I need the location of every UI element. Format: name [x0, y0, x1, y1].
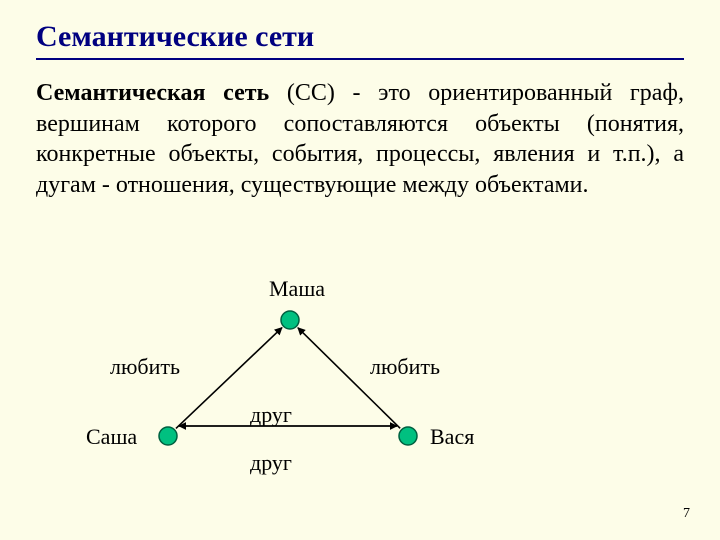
node-label-sasha: Саша: [86, 424, 137, 449]
node-label-vasya: Вася: [430, 424, 474, 449]
node-label-masha: Маша: [269, 278, 325, 301]
edge-label-друг-sasha-vasya: друг: [250, 402, 292, 427]
node-masha: [281, 311, 299, 329]
page-number: 7: [683, 506, 690, 522]
edge-label-любить-vasya-masha: любить: [370, 354, 440, 379]
edge-label-любить-sasha-masha: любить: [110, 354, 180, 379]
node-sasha: [159, 427, 177, 445]
slide: Семантические сети Семантическая сеть (С…: [0, 0, 720, 540]
term: Семантическая сеть: [36, 80, 269, 106]
slide-title: Семантические сети: [36, 20, 684, 60]
node-vasya: [399, 427, 417, 445]
semantic-network-diagram: любить любить друг друг Маша Саша Вася: [0, 278, 720, 508]
definition-text: Семантическая сеть (СС) - это ориентиров…: [36, 78, 684, 201]
edge-label-друг-vasya-sasha: друг: [250, 450, 292, 475]
